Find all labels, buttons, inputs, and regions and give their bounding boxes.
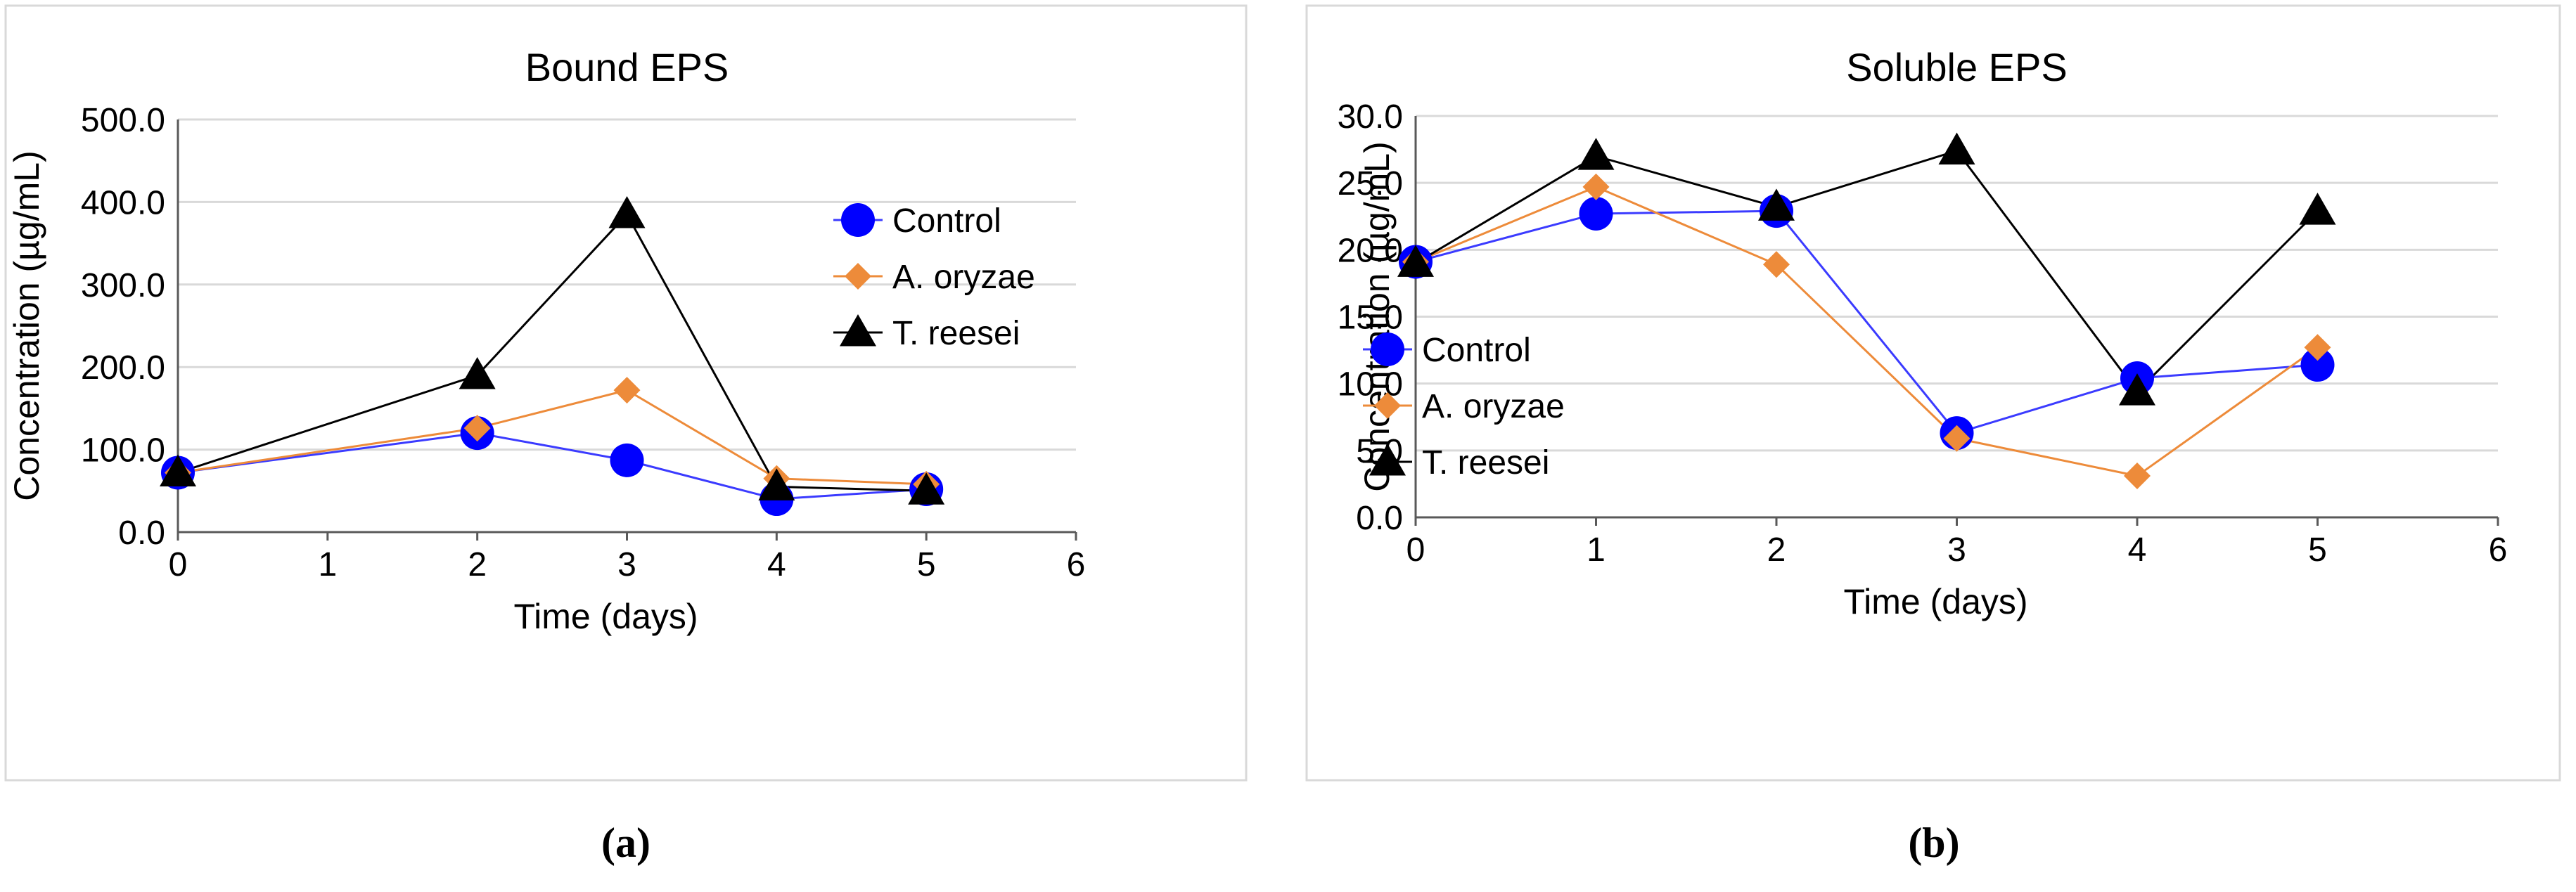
soluble-eps-series-0-point: [2300, 348, 2335, 382]
bound-eps-series-2-point: [608, 196, 646, 228]
soluble-eps-series-1-point: [1943, 425, 1971, 452]
soluble-eps-legend-marker-0: [1371, 332, 1404, 366]
soluble-eps-series-2-point: [2299, 193, 2336, 225]
soluble-eps-chart-title: Soluble EPS: [1846, 45, 2067, 89]
soluble-eps-series-2-point: [1758, 188, 1795, 221]
soluble-eps-x-tick-label: 4: [2128, 531, 2147, 569]
bound-eps-y-tick-label: 100.0: [81, 432, 165, 470]
soluble-eps-series-0-point: [1579, 196, 1613, 231]
bound-eps-legend-label-1: A. oryzae: [892, 259, 1035, 296]
bound-eps-y-tick-label: 200.0: [81, 349, 165, 387]
soluble-eps-series-1-point: [1763, 251, 1790, 278]
bound-eps-legend-marker-2: [840, 314, 876, 347]
soluble-eps-legend-label-1: A. oryzae: [1422, 388, 1565, 425]
bound-eps-x-tick-label: 0: [169, 546, 188, 583]
soluble-eps-x-tick-label: 3: [1947, 531, 1966, 569]
bound-eps-y-tick-label: 300.0: [81, 267, 165, 304]
soluble-eps-legend-label-0: Control: [1422, 332, 1531, 369]
soluble-eps-legend-marker-1: [1374, 392, 1401, 419]
soluble-eps-y-tick-label: 15.0: [1338, 299, 1403, 337]
soluble-eps-series-line-0: [1415, 209, 2318, 434]
soluble-eps-series-2-point: [2119, 373, 2155, 406]
bound-eps-series-2-point: [160, 454, 196, 486]
bound-eps-x-axis-label: Time (days): [513, 597, 698, 636]
bound-eps-series-2-point: [459, 356, 496, 389]
bound-eps-series-0-point: [610, 443, 644, 477]
soluble-eps-x-tick-label: 6: [2489, 531, 2508, 569]
soluble-eps-series-2-point: [1577, 138, 1615, 170]
bound-eps-legend-marker-1: [845, 263, 871, 290]
soluble-eps-series-1-point: [1582, 173, 1610, 200]
chart-panel-b: Soluble EPS 0.0 5.0 10.0 15.0 20.0 25.0 30.0 0 1 2…: [1305, 0, 2563, 787]
bound-eps-x-tick-label: 6: [1067, 546, 1086, 583]
soluble-eps-x-tick-label: 5: [2308, 531, 2327, 569]
bound-eps-x-tick-label: 5: [917, 546, 936, 583]
bound-eps-y-tick-label: 400.0: [81, 184, 165, 221]
soluble-eps-x-tick-label: 0: [1406, 531, 1425, 569]
bound-eps-x-tick-label: 1: [318, 546, 337, 583]
soluble-eps-series-1-point: [2304, 334, 2331, 361]
soluble-eps-legend-marker-2: [1369, 444, 1406, 476]
panel-label-b: (b): [1908, 820, 1960, 866]
soluble-eps-x-tick-label: 1: [1587, 531, 1606, 569]
bound-eps-legend-label-2: T. reesei: [892, 315, 1020, 352]
bound-eps-series-1-point: [613, 377, 641, 404]
soluble-eps-y-tick-label: 25.0: [1338, 165, 1403, 202]
bound-eps-y-tick-label: 0.0: [118, 515, 165, 552]
soluble-eps-series-line-2: [1415, 149, 2319, 394]
soluble-eps-chart-border: [1305, 4, 2561, 782]
bound-eps-y-tick-label: 500.0: [81, 102, 165, 139]
chart-panel-a: Bound EPS 0.0 100.0 200.0 300.0 400.0 500.0 0 1 2…: [0, 0, 1252, 787]
bound-eps-y-axis-label: Concentration (µg/mL): [7, 150, 46, 500]
soluble-eps-series-2-point: [1397, 245, 1434, 277]
bound-eps-legend-marker-0: [841, 203, 875, 237]
panel-label-a: (a): [601, 820, 651, 866]
bound-eps-x-tick-label: 4: [767, 546, 786, 583]
bound-eps-series-1-point: [463, 415, 491, 442]
soluble-eps-x-tick-label: 2: [1767, 531, 1786, 569]
soluble-eps-series-2-point: [1938, 132, 1975, 164]
soluble-eps-y-tick-label: 30.0: [1338, 98, 1403, 136]
bound-eps-chart: Bound EPS 0.0 100.0 200.0 300.0 400.0 500.0 0 1 2…: [4, 4, 1248, 782]
bound-eps-x-tick-label: 3: [617, 546, 636, 583]
bound-eps-series-2-point: [758, 468, 795, 500]
bound-eps-chart-title: Bound EPS: [525, 45, 729, 89]
soluble-eps-x-axis-label: Time (days): [1843, 582, 2027, 621]
soluble-eps-series-1-point: [2124, 462, 2151, 489]
bound-eps-series-2-point: [908, 472, 945, 505]
soluble-eps-y-tick-label: 0.0: [1356, 500, 1403, 537]
bound-eps-legend-label-0: Control: [892, 202, 1001, 240]
soluble-eps-y-tick-label: 20.0: [1338, 232, 1403, 269]
soluble-eps-series-line-1: [1415, 186, 2319, 477]
bound-eps-x-tick-label: 2: [468, 546, 487, 583]
soluble-eps-y-axis-label: Concentration (µg/mL): [1357, 141, 1397, 491]
soluble-eps-legend-label-2: T. reesei: [1422, 444, 1549, 481]
